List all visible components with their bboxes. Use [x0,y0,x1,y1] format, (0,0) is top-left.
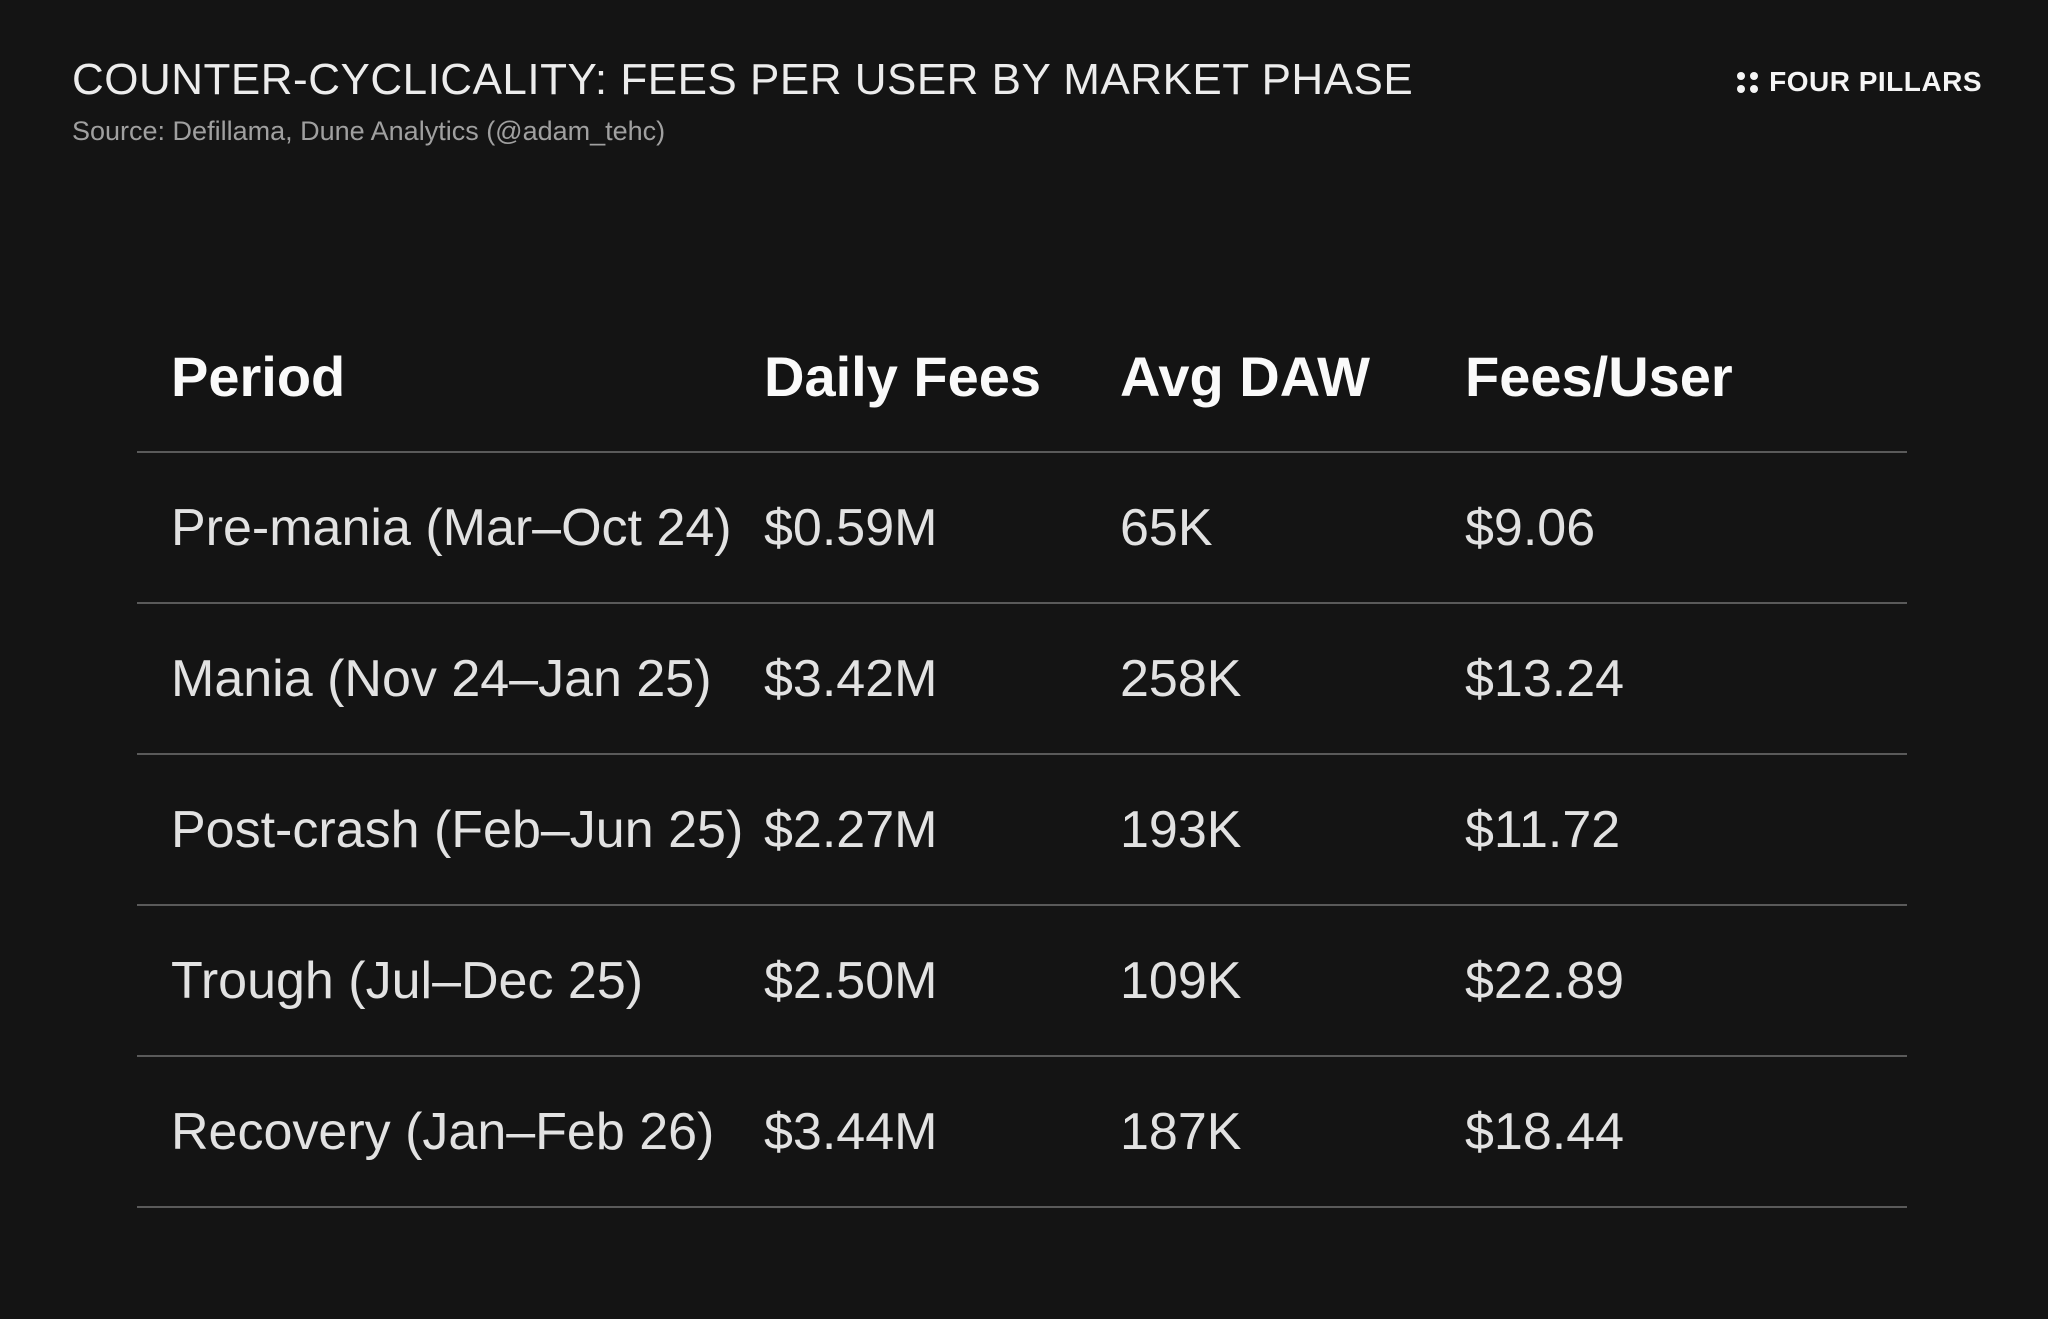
cell-avg-daw: 65K [1120,498,1213,557]
table-row: Post-crash (Feb–Jun 25) $2.27M 193K $11.… [137,755,1907,906]
brand-name: FOUR PILLARS [1769,66,1982,97]
table-row: Recovery (Jan–Feb 26) $3.44M 187K $18.44 [137,1057,1907,1208]
table-row: Pre-mania (Mar–Oct 24) $0.59M 65K $9.06 [137,453,1907,604]
cell-period: Recovery (Jan–Feb 26) [171,1102,715,1161]
cell-period: Post-crash (Feb–Jun 25) [171,800,744,859]
table-row: Mania (Nov 24–Jan 25) $3.42M 258K $13.24 [137,604,1907,755]
cell-avg-daw: 258K [1120,649,1242,708]
cell-daily-fees: $2.27M [764,800,938,859]
cell-avg-daw: 193K [1120,800,1242,859]
dot [1750,84,1759,93]
column-header-fees-per-user: Fees/User [1465,345,1733,408]
page-title: COUNTER-CYCLICALITY: FEES PER USER BY MA… [72,55,1414,104]
cell-period: Mania (Nov 24–Jan 25) [171,649,712,708]
cell-period: Trough (Jul–Dec 25) [171,951,644,1010]
header: COUNTER-CYCLICALITY: FEES PER USER BY MA… [72,54,1413,147]
column-header-avg-daw: Avg DAW [1120,345,1370,408]
cell-daily-fees: $0.59M [764,498,938,557]
four-dots-icon [1737,71,1759,93]
column-header-period: Period [171,345,346,408]
cell-daily-fees: $3.44M [764,1102,938,1161]
source-caption: Source: Defillama, Dune Analytics (@adam… [72,116,666,146]
dot [1737,84,1746,93]
dot [1750,71,1759,80]
cell-daily-fees: $3.42M [764,649,938,708]
table-header-row: Period Daily Fees Avg DAW Fees/User [137,302,1907,453]
cell-daily-fees: $2.50M [764,951,938,1010]
cell-fees-per-user: $18.44 [1465,1102,1625,1161]
dot [1737,71,1746,80]
table-row: Trough (Jul–Dec 25) $2.50M 109K $22.89 [137,906,1907,1057]
cell-fees-per-user: $22.89 [1465,951,1625,1010]
cell-fees-per-user: $11.72 [1465,800,1621,859]
cell-fees-per-user: $9.06 [1465,498,1596,557]
brand-logo: FOUR PILLARS [1737,68,1982,96]
cell-avg-daw: 187K [1120,1102,1242,1161]
cell-fees-per-user: $13.24 [1465,649,1625,708]
fees-table: Period Daily Fees Avg DAW Fees/User Pre-… [137,302,1907,1208]
cell-avg-daw: 109K [1120,951,1242,1010]
column-header-daily-fees: Daily Fees [764,345,1042,408]
cell-period: Pre-mania (Mar–Oct 24) [171,498,732,557]
